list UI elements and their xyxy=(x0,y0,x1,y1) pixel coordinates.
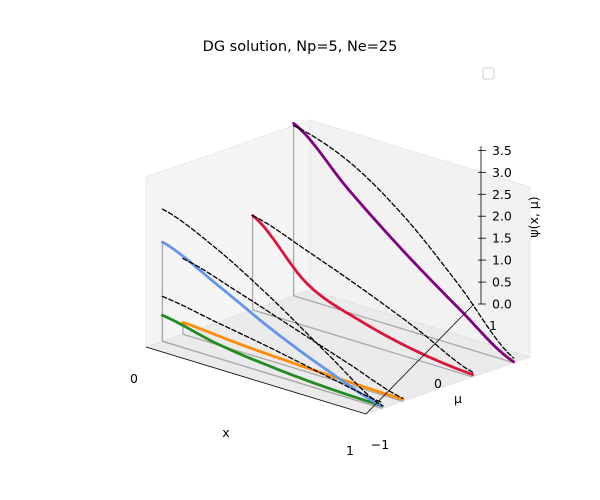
z-tick-label: 1.5 xyxy=(492,231,512,246)
x-axis-line xyxy=(145,346,367,415)
z-tick-label: 3.5 xyxy=(492,143,512,158)
stem-floor xyxy=(162,340,383,409)
legend-box xyxy=(482,67,495,80)
exact-solution-dashed-line xyxy=(161,295,384,404)
z-axis-label: ψ(x, μ) xyxy=(526,196,541,237)
mu-axis: −1 0 1 μ xyxy=(365,303,497,452)
x-tick-label-0: 0 xyxy=(130,371,138,386)
z-tick-label: 1.0 xyxy=(492,253,512,268)
dg-solution-line xyxy=(292,121,515,364)
z-tick-label: 3.0 xyxy=(492,165,512,180)
exact-solution-dashed-line xyxy=(161,208,384,407)
stem-floor xyxy=(252,309,473,378)
mu-tick-label-1: 1 xyxy=(489,318,497,333)
stem-floor xyxy=(293,295,514,364)
z-tick-label: 0.5 xyxy=(492,275,512,290)
dg-solution-line xyxy=(161,240,384,408)
chart-title: DG solution, Np=5, Ne=25 xyxy=(203,39,398,55)
z-tick-label: 0.0 xyxy=(492,297,512,312)
mu-tick-label-0: 0 xyxy=(434,376,442,391)
z-tick-label: 2.0 xyxy=(492,209,512,224)
z-axis: ψ(x, μ) 0.0 0.5 1.0 1.5 2.0 2.5 3.0 3.5 xyxy=(478,143,541,312)
series-layer xyxy=(161,121,515,408)
mu-axis-line xyxy=(365,303,475,415)
axes-panes xyxy=(144,119,532,415)
dg-solution-line xyxy=(161,313,384,408)
dg-solution-line xyxy=(251,214,474,376)
mu-tick-label-minus1: −1 xyxy=(371,437,389,452)
x-tick-label-1: 1 xyxy=(346,443,354,458)
x-axis-label: x xyxy=(222,425,229,440)
x-axis: 0 1 x xyxy=(130,346,367,458)
dg-solution-line xyxy=(181,321,405,401)
exact-solution-dashed-line xyxy=(251,214,474,373)
exact-solution-dashed-line xyxy=(292,125,515,359)
z-tick-label: 2.5 xyxy=(492,187,512,202)
stem-lines xyxy=(161,123,514,409)
exact-solution-dashed-line xyxy=(182,257,404,399)
mu-axis-label: μ xyxy=(454,391,462,406)
